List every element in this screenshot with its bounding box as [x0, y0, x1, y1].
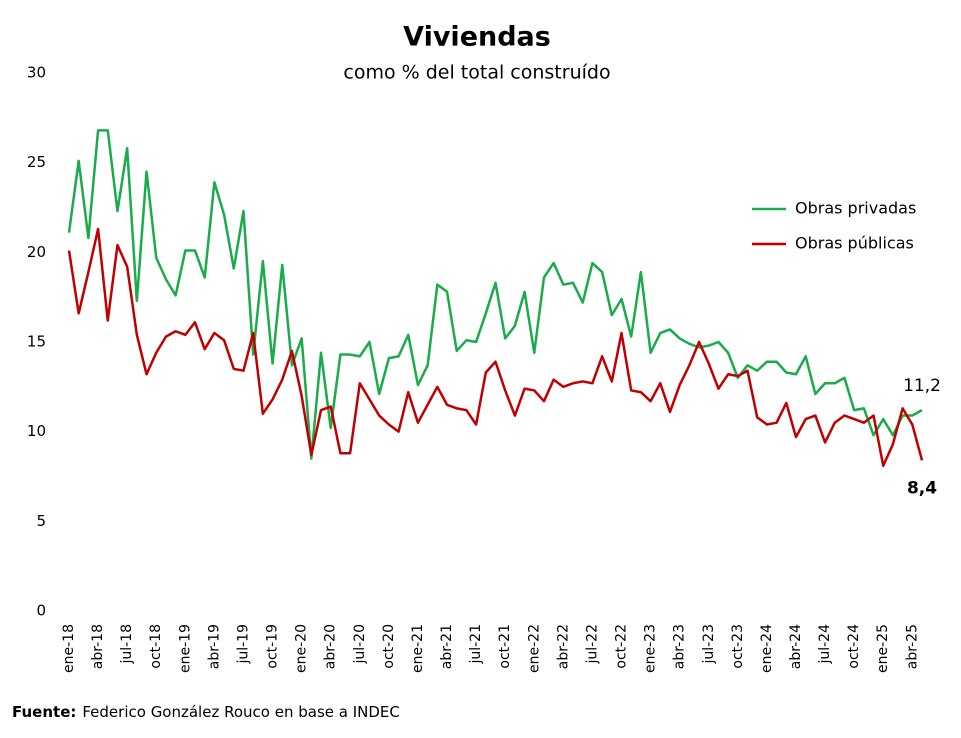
y-tick-label: 15 — [27, 333, 46, 351]
legend-label: Obras privadas — [795, 199, 916, 218]
x-tick-label: jul-23 — [701, 624, 717, 665]
x-tick-label: ene-22 — [526, 624, 542, 673]
x-tick-label: ene-25 — [875, 624, 891, 673]
x-tick-label: jul-19 — [235, 624, 251, 665]
x-tick-label: oct-21 — [497, 624, 513, 669]
x-tick-label: jul-24 — [817, 624, 833, 665]
x-tick-label: abr-22 — [555, 624, 571, 669]
x-tick-label: oct-19 — [265, 624, 281, 669]
source-label: Fuente: — [12, 703, 76, 721]
x-tick-label: ene-24 — [759, 624, 775, 673]
x-tick-label: jul-21 — [468, 624, 484, 665]
x-tick-label: abr-18 — [90, 624, 106, 669]
y-tick-label: 25 — [27, 153, 46, 171]
x-tick-label: oct-24 — [846, 624, 862, 669]
source-text: Federico González Rouco en base a INDEC — [82, 703, 399, 721]
y-tick-label: 30 — [27, 64, 46, 82]
data-label: 11,2 — [903, 376, 941, 396]
x-tick-label: jul-20 — [352, 624, 368, 665]
source: Fuente: Federico González Rouco en base a… — [12, 703, 400, 721]
x-tick-label: abr-25 — [904, 624, 920, 669]
y-tick-label: 10 — [27, 422, 46, 440]
series-line — [67, 129, 923, 460]
chart-subtitle: como % del total construído — [343, 62, 610, 84]
x-tick-label: ene-21 — [410, 624, 426, 673]
legend-label: Obras públicas — [795, 234, 914, 253]
x-tick-label: abr-24 — [788, 624, 804, 669]
x-tick-label: oct-20 — [381, 624, 397, 669]
y-tick-label: 5 — [36, 512, 46, 530]
series-line — [67, 227, 924, 467]
x-tick-label: ene-18 — [61, 624, 77, 673]
chart-title: Viviendas — [403, 22, 551, 53]
y-tick-label: 20 — [27, 243, 46, 261]
x-tick-label: ene-23 — [643, 624, 659, 673]
x-tick-label: abr-19 — [206, 624, 222, 669]
x-tick-label: ene-19 — [177, 624, 193, 673]
x-tick-label: oct-23 — [730, 624, 746, 669]
x-tick-label: ene-20 — [294, 624, 310, 673]
x-tick-label: jul-22 — [584, 624, 600, 665]
x-tick-label: jul-18 — [119, 624, 135, 665]
y-tick-label: 0 — [36, 602, 46, 620]
data-label: 8,4 — [907, 478, 937, 498]
x-tick-label: abr-23 — [672, 624, 688, 669]
x-tick-label: abr-20 — [323, 624, 339, 669]
x-tick-label: oct-22 — [614, 624, 630, 669]
x-tick-label: oct-18 — [148, 624, 164, 669]
x-tick-label: abr-21 — [439, 624, 455, 669]
